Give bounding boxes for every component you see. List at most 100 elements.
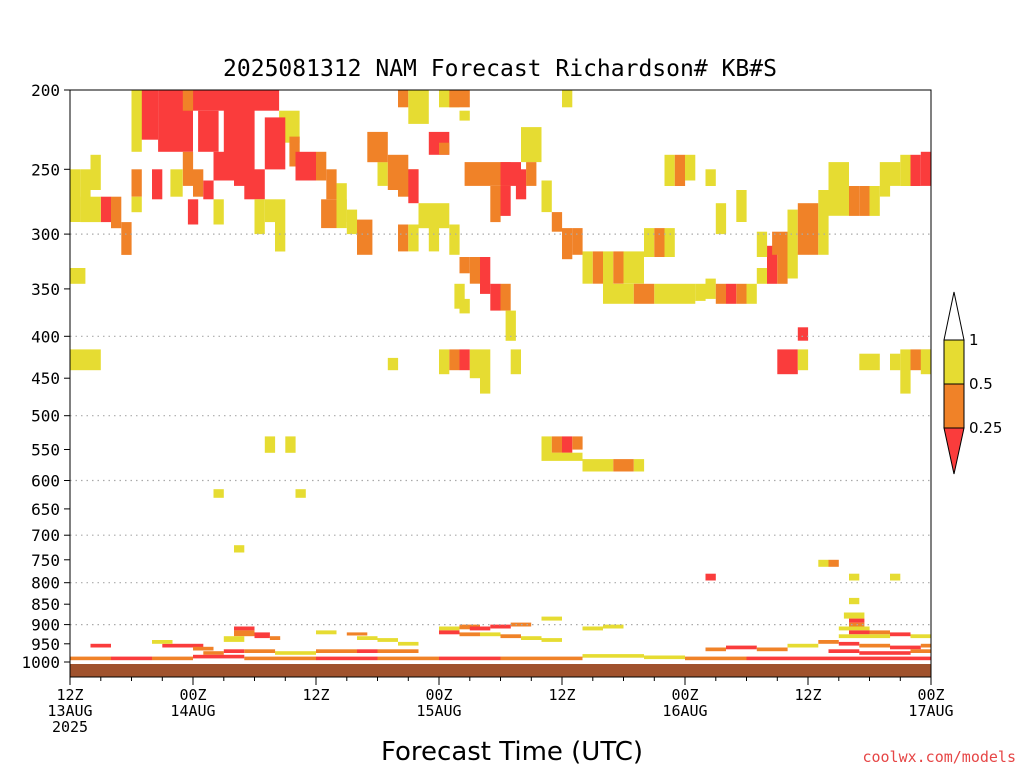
ri-cell — [767, 245, 778, 284]
ri-cell — [746, 656, 829, 661]
ri-cell — [459, 349, 470, 371]
ri-cell — [357, 636, 378, 640]
ri-cell — [890, 632, 911, 637]
ri-cell — [398, 224, 409, 252]
ground-layer — [70, 664, 931, 677]
colorbar-segment-white — [943, 291, 965, 341]
ri-cell — [193, 169, 204, 197]
ri-cell — [920, 643, 932, 648]
x-tick-label: 13AUG — [47, 702, 92, 720]
ri-cell — [685, 283, 696, 304]
ri-cell — [582, 459, 614, 472]
ri-cell — [515, 169, 527, 200]
ri-cell — [787, 251, 798, 279]
ri-cell — [541, 180, 552, 213]
colorbar-label: 0.5 — [969, 375, 993, 393]
ri-cell — [111, 656, 152, 661]
ri-cell — [797, 349, 809, 371]
ri-cell — [685, 154, 696, 181]
ri-cell — [818, 640, 839, 644]
colorbar: 1 0.5 0.25 — [943, 291, 1002, 475]
ri-cell — [408, 224, 419, 252]
ri-cell — [387, 357, 399, 371]
ri-cell — [869, 630, 890, 635]
chart-title: 2025081312 NAM Forecast Richardson# KB#S — [223, 56, 777, 82]
ri-cell — [295, 151, 316, 181]
ri-cell — [828, 656, 931, 661]
ri-cell — [674, 154, 686, 186]
ri-cell — [289, 136, 300, 167]
ri-cell — [469, 626, 491, 631]
ri-cell — [269, 636, 281, 640]
ri-cell — [244, 169, 265, 200]
ri-cell — [859, 353, 880, 371]
y-tick-label: 400 — [31, 327, 60, 346]
colorbar-segment-yellow — [943, 339, 965, 385]
ri-cell — [193, 646, 214, 651]
ground-fill — [70, 664, 931, 677]
ri-cell — [203, 651, 224, 655]
ri-cell — [526, 162, 537, 186]
ri-cell — [213, 199, 224, 225]
y-tick-label: 800 — [31, 574, 60, 593]
ri-cell — [910, 634, 931, 639]
ri-cell — [377, 638, 398, 642]
ri-cell — [808, 203, 819, 255]
ri-cell — [182, 151, 194, 186]
y-tick-label: 450 — [31, 369, 60, 388]
x-tick-label: 00Z — [425, 686, 452, 704]
ri-cell — [787, 643, 819, 648]
ri-cell — [182, 90, 194, 111]
ri-cell — [357, 649, 378, 653]
y-tick-label: 550 — [31, 441, 60, 460]
ri-cell — [777, 245, 788, 284]
ri-cell — [264, 436, 276, 453]
y-axis: 200 250 300 350 400 450 500 550 600 650 700 750 800 8… — [21, 81, 70, 672]
ri-cell — [500, 656, 583, 661]
y-tick-label: 850 — [31, 595, 60, 614]
ri-cell — [603, 283, 634, 304]
ri-cell — [613, 251, 624, 284]
ri-cell — [644, 228, 655, 257]
ri-cell — [777, 349, 798, 375]
ri-cell — [879, 162, 891, 197]
ri-cell — [234, 626, 255, 631]
y-tick-label: 750 — [31, 551, 60, 570]
ri-cell — [316, 630, 337, 635]
ri-cell — [234, 545, 245, 553]
ri-cell — [603, 251, 614, 289]
colorbar-segment-red — [943, 427, 965, 475]
x-tick-label: 00Z — [179, 686, 206, 704]
ri-cell — [264, 117, 286, 170]
ri-cell — [170, 169, 183, 197]
ri-cell — [321, 199, 337, 229]
ri-cell — [223, 636, 245, 642]
ri-cell — [70, 169, 81, 222]
ri-cell — [428, 224, 440, 252]
x-tick-label: 14AUG — [170, 702, 215, 720]
ri-cell — [920, 349, 932, 375]
ri-cell — [418, 203, 450, 229]
ri-cell — [439, 142, 450, 155]
ri-cell — [162, 643, 204, 648]
ri-cell — [705, 169, 716, 186]
ri-cell — [152, 640, 173, 644]
ri-cell — [131, 90, 142, 152]
ri-cell — [562, 228, 573, 260]
ri-cell — [818, 559, 829, 567]
ri-cell — [459, 110, 470, 121]
ri-cell — [121, 222, 132, 255]
ri-cell — [449, 349, 460, 371]
ri-cell — [910, 649, 931, 653]
ri-cell — [715, 203, 727, 235]
ri-cell — [213, 151, 234, 181]
x-tick-label: 12Z — [302, 686, 329, 704]
ri-cell — [582, 251, 593, 284]
ri-cell — [890, 353, 901, 371]
ri-cell — [633, 283, 655, 304]
ri-cell — [541, 638, 562, 642]
ri-cell — [193, 654, 245, 659]
ri-cell — [377, 656, 439, 661]
ri-cell — [70, 656, 111, 661]
ri-cell — [726, 645, 757, 650]
